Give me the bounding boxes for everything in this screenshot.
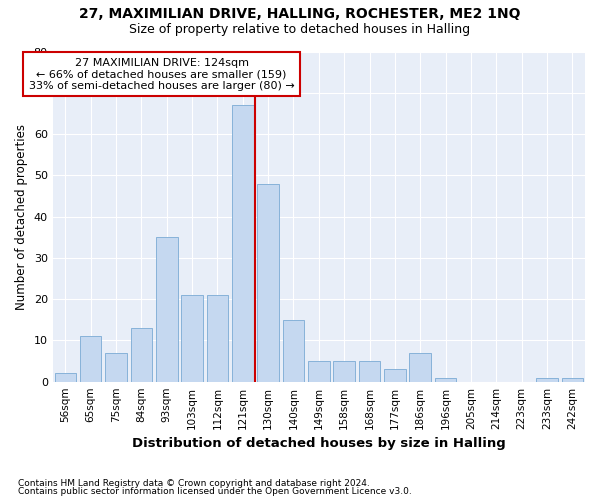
Bar bbox=[232, 105, 254, 382]
Bar bbox=[308, 361, 329, 382]
Bar bbox=[80, 336, 101, 382]
Bar bbox=[435, 378, 457, 382]
Text: 27, MAXIMILIAN DRIVE, HALLING, ROCHESTER, ME2 1NQ: 27, MAXIMILIAN DRIVE, HALLING, ROCHESTER… bbox=[79, 8, 521, 22]
Bar bbox=[536, 378, 558, 382]
Text: Size of property relative to detached houses in Halling: Size of property relative to detached ho… bbox=[130, 24, 470, 36]
Bar bbox=[562, 378, 583, 382]
Bar bbox=[206, 295, 228, 382]
Bar bbox=[283, 320, 304, 382]
Y-axis label: Number of detached properties: Number of detached properties bbox=[15, 124, 28, 310]
Bar bbox=[131, 328, 152, 382]
Bar bbox=[55, 374, 76, 382]
Bar bbox=[181, 295, 203, 382]
Bar bbox=[257, 184, 279, 382]
Bar bbox=[359, 361, 380, 382]
Bar bbox=[334, 361, 355, 382]
X-axis label: Distribution of detached houses by size in Halling: Distribution of detached houses by size … bbox=[132, 437, 506, 450]
Bar bbox=[409, 353, 431, 382]
Bar bbox=[156, 237, 178, 382]
Bar bbox=[384, 370, 406, 382]
Text: 27 MAXIMILIAN DRIVE: 124sqm
← 66% of detached houses are smaller (159)
33% of se: 27 MAXIMILIAN DRIVE: 124sqm ← 66% of det… bbox=[29, 58, 295, 91]
Text: Contains HM Land Registry data © Crown copyright and database right 2024.: Contains HM Land Registry data © Crown c… bbox=[18, 478, 370, 488]
Bar bbox=[105, 353, 127, 382]
Text: Contains public sector information licensed under the Open Government Licence v3: Contains public sector information licen… bbox=[18, 487, 412, 496]
